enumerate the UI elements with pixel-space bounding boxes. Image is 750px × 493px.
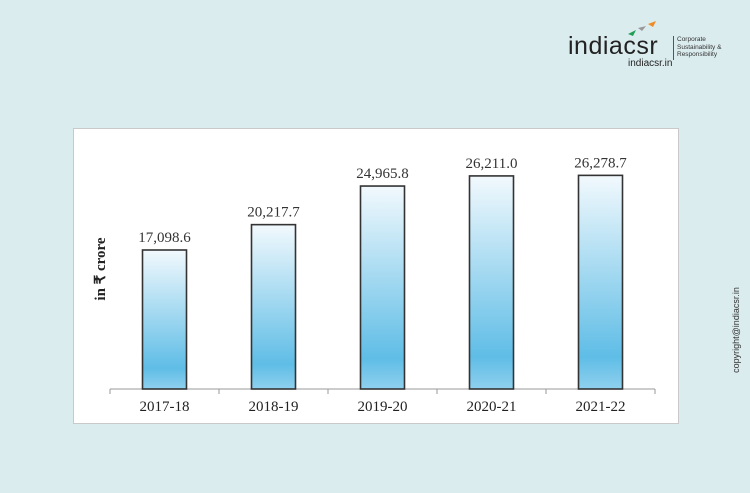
logo-divider [673, 36, 674, 60]
bar-2018-19 [250, 223, 297, 390]
x-tick-label: 2019-20 [358, 399, 408, 415]
data-label: 26,211.0 [466, 156, 518, 172]
tagline-line: Responsibility [677, 51, 718, 58]
data-label: 17,098.6 [138, 230, 191, 246]
indiacsr-logo: indiacsr Corporate Sustainability & Resp… [568, 20, 748, 70]
site-url: indiacsr.in [628, 58, 673, 69]
data-label: 26,278.7 [574, 155, 627, 171]
chart-panel: in ₹ crore 17,098.6 2017-18 20,217.7 2018-1… [73, 128, 679, 424]
logo-wordmark: indiacsr [568, 32, 659, 60]
x-tick-label: 2020-21 [467, 399, 517, 415]
x-tick-label: 2021-22 [576, 399, 626, 415]
bar-chart: in ₹ crore 17,098.6 2017-18 20,217.7 2018-1… [93, 155, 656, 415]
data-label: 20,217.7 [247, 205, 300, 221]
bar-2021-22 [577, 174, 624, 390]
copyright-text: copyright@indiacsr.in [731, 287, 741, 373]
bar-2020-21 [468, 175, 515, 390]
x-tick-label: 2018-19 [249, 399, 299, 415]
data-label: 24,965.8 [356, 166, 409, 182]
bar-2019-20 [359, 185, 406, 390]
tagline-line: Corporate [677, 36, 706, 43]
logo-tagline: Corporate Sustainability & Responsibilit… [677, 36, 747, 59]
bar-2017-18 [141, 249, 188, 390]
y-axis-label: in ₹ crore [93, 237, 109, 300]
tagline-line: Sustainability & [677, 43, 722, 51]
x-tick-label: 2017-18 [140, 399, 190, 415]
birds-icon [628, 21, 656, 36]
